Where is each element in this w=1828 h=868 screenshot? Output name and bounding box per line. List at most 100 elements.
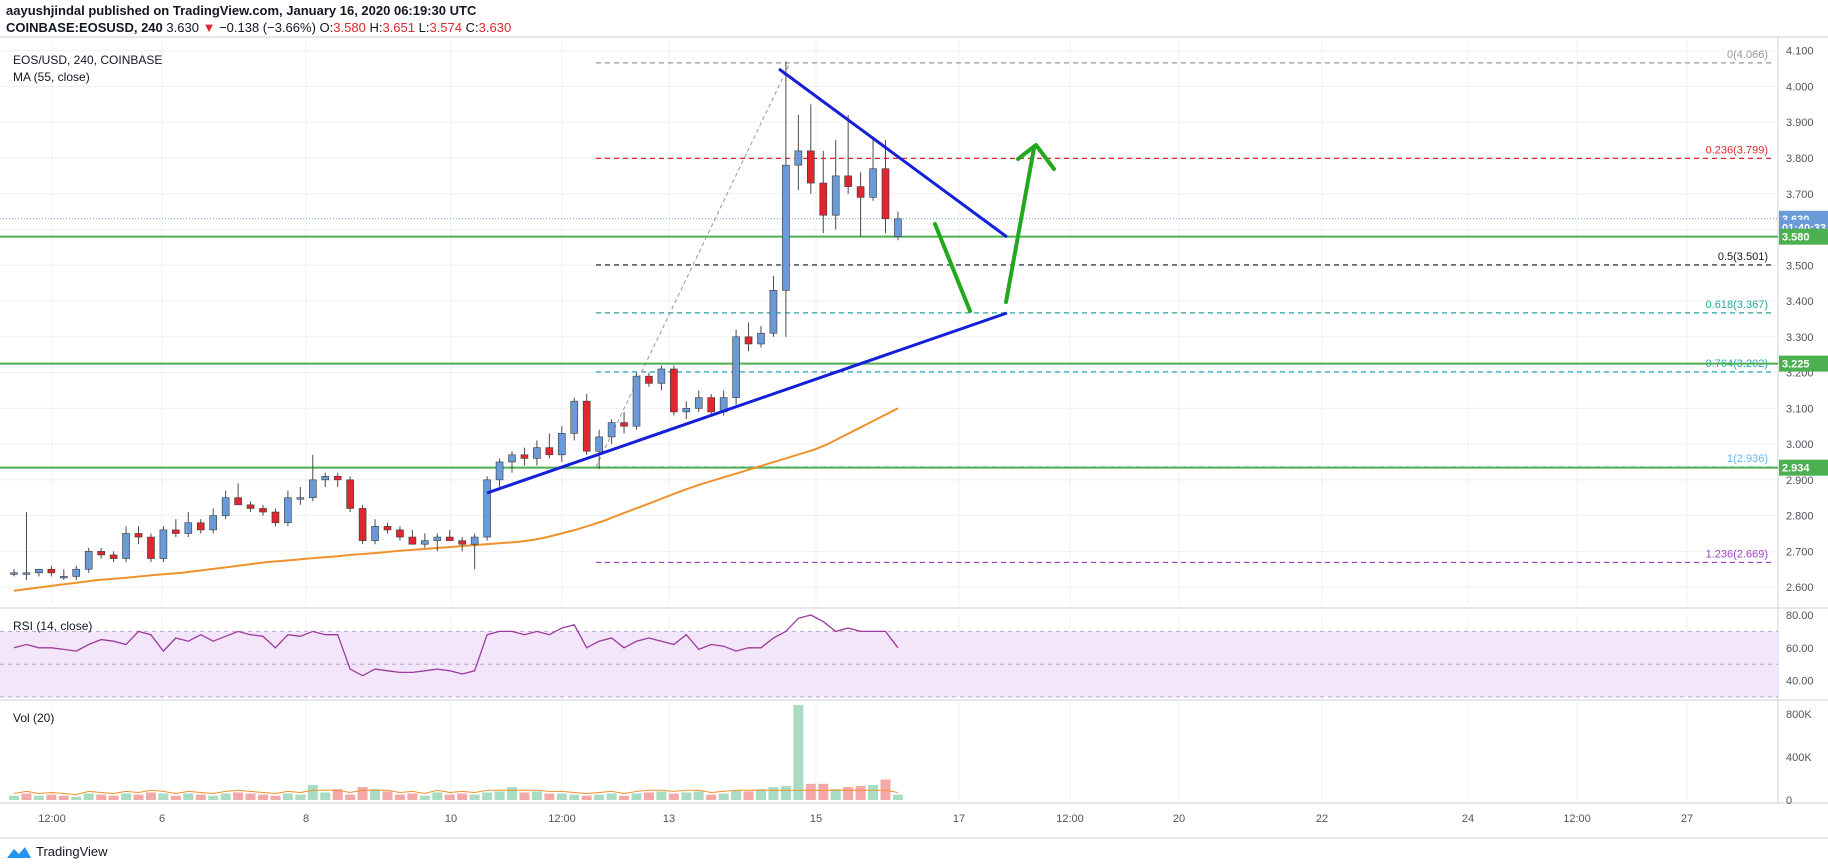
fib-level-label: 0.618(3.367) — [1706, 299, 1768, 311]
volume-bar — [133, 794, 144, 800]
price-tick-label: 3.900 — [1786, 117, 1814, 129]
brand-label: TradingView — [36, 844, 108, 859]
candle-body — [97, 551, 105, 556]
volume-bar — [332, 789, 343, 800]
fibonacci-levels[interactable]: 0(4.066) 0.236(3.799) 0.5(3.501) 0.618(3.36… — [0, 49, 1778, 564]
high-label: H: — [369, 20, 383, 35]
volume-bar — [519, 792, 530, 800]
volume-bar — [320, 792, 331, 800]
price-tick-label: 4.100 — [1786, 46, 1814, 58]
rsi-tick-label: 80.00 — [1786, 610, 1814, 622]
open-value: 3.580 — [333, 20, 366, 35]
volume-bar — [656, 791, 667, 800]
price-tick-label: 4.000 — [1786, 81, 1814, 93]
price-axis[interactable]: 4.1004.0003.9003.8003.7003.6003.5003.400… — [1786, 46, 1814, 807]
volume-bar — [830, 789, 841, 800]
volume-bar — [432, 792, 443, 800]
volume-bar — [731, 790, 742, 800]
volume-bar — [394, 794, 405, 800]
rsi-legend: RSI (14, close) — [13, 619, 92, 633]
candle-body — [732, 336, 740, 398]
volume-bar — [345, 794, 356, 800]
candle-body — [383, 526, 392, 531]
volume-bar — [121, 793, 132, 800]
candle-body — [147, 536, 155, 559]
candle-body — [620, 422, 628, 427]
volume-bar — [469, 794, 480, 800]
candle-body — [520, 454, 529, 459]
candle-body — [358, 508, 367, 541]
volume-bar — [9, 795, 19, 800]
resistance-trendline — [778, 67, 1008, 239]
time-axis[interactable]: 12:00 6 8 10 12:00 13 15 17 12:00 20 22 24 12:00 27 — [38, 813, 1693, 825]
candle-body — [184, 522, 193, 534]
time-tick-label: 17 — [953, 813, 965, 825]
price-tag — [1779, 228, 1828, 245]
price-tick-label: 3.100 — [1786, 403, 1814, 415]
price-tick-label: 3.300 — [1786, 332, 1814, 344]
volume-bar — [482, 792, 493, 800]
volume-bar — [780, 785, 791, 800]
volume-bar — [382, 791, 393, 800]
open-label: O: — [319, 20, 334, 35]
rsi-line — [13, 614, 899, 677]
candle-body — [682, 408, 691, 413]
symbol-label: COINBASE:EOSUSD, 240 — [6, 20, 163, 35]
candle-body — [284, 497, 292, 524]
volume-bar — [556, 793, 567, 800]
fib-level-label: 0.236(3.799) — [1706, 144, 1768, 156]
time-tick-label: 10 — [445, 813, 457, 825]
volume-bar — [843, 787, 854, 800]
volume-bar — [245, 793, 256, 800]
candle-body — [47, 568, 56, 574]
volume-bar — [419, 795, 430, 800]
volume-bar — [258, 794, 268, 800]
time-tick-label: 8 — [303, 813, 309, 825]
support-lines[interactable] — [0, 235, 1778, 469]
time-tick-label: 6 — [159, 813, 165, 825]
candle-body — [844, 175, 852, 187]
volume-bar — [756, 789, 766, 800]
volume-bar — [668, 793, 679, 800]
trend-drawings[interactable] — [486, 67, 1056, 495]
candle-body — [433, 536, 442, 541]
volume-bar — [457, 793, 468, 800]
candle-body — [707, 397, 716, 413]
candle-body — [259, 508, 267, 513]
volume-ma-line — [13, 789, 898, 796]
price-tick-label: 2.600 — [1786, 582, 1814, 594]
candle-body — [371, 526, 379, 541]
down-arrow-line — [933, 222, 972, 313]
candle-body — [172, 529, 180, 534]
volume-bar — [643, 792, 654, 800]
volume-bar — [307, 784, 318, 800]
price-tick-label: 2.700 — [1786, 546, 1814, 558]
volume-bar — [444, 794, 455, 800]
volume-bar — [145, 792, 156, 800]
candle-body — [159, 529, 168, 559]
volume-bar — [531, 791, 542, 800]
close-value: 3.630 — [478, 20, 512, 35]
volume-bar — [220, 793, 231, 800]
volume-bar — [270, 795, 281, 800]
volume-bar — [581, 795, 592, 800]
candle-body — [557, 433, 566, 456]
time-tick-label: 12:00 — [1563, 813, 1591, 825]
tradingview-footer[interactable]: TradingView — [6, 844, 108, 859]
candle-body — [321, 475, 330, 481]
price-tick-label: 3.000 — [1786, 439, 1814, 451]
time-tick-label: 24 — [1462, 813, 1474, 825]
volume-bar — [282, 793, 293, 800]
down-triangle-icon: ▼ — [202, 20, 216, 35]
candle-body — [632, 375, 641, 427]
up-arrow-head — [1016, 143, 1056, 171]
high-value: 3.651 — [382, 20, 415, 35]
price-change: −0.138 (−3.66%) — [219, 20, 316, 35]
volume-bar — [868, 784, 879, 800]
candle-body — [595, 436, 603, 452]
candle-body — [806, 150, 815, 184]
candle-body — [533, 447, 541, 459]
candle-body — [35, 568, 43, 574]
price-tag — [1779, 355, 1828, 372]
